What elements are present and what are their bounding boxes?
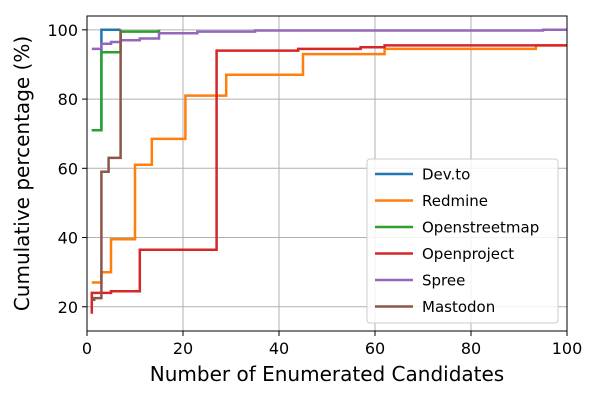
x-tick-label: 0	[82, 339, 92, 358]
series-line-openproject	[90, 44, 567, 314]
legend-label-spree: Spree	[422, 272, 465, 290]
legend-label-openstreetmap: Openstreetmap	[422, 219, 539, 237]
x-tick-label: 40	[269, 339, 289, 358]
legend-box	[366, 158, 559, 324]
x-tick-label: 100	[552, 339, 583, 358]
x-tick-label: 80	[461, 339, 481, 358]
y-tick-label: 80	[58, 90, 78, 109]
legend-label-openproject: Openproject	[422, 245, 514, 263]
plot-frame	[86, 15, 568, 332]
x-axis-label: Number of Enumerated Candidates	[150, 362, 504, 386]
x-tick-label: 20	[173, 339, 193, 358]
series-layer	[90, 28, 567, 314]
x-tick-label: 60	[365, 339, 385, 358]
y-tick-label: 100	[47, 21, 78, 40]
legend-label-mastodon: Mastodon	[422, 298, 495, 316]
y-tick-label: 20	[58, 298, 78, 317]
y-axis-label: Cumulative percentage (%)	[10, 36, 34, 311]
legend-label-dev-to: Dev.to	[422, 166, 470, 184]
legend: Dev.to Redmine Openstreetmap Openproject Spr…	[366, 158, 559, 324]
y-tick-label: 40	[58, 229, 78, 248]
legend-label-redmine: Redmine	[422, 192, 488, 210]
series-line-mastodon	[91, 29, 122, 302]
series-line-redmine	[91, 44, 567, 284]
series-line-spree	[91, 28, 567, 51]
y-tick-label: 60	[58, 159, 78, 178]
ticks: 0 20 40 60 80 100 20 40 60 80 100	[47, 21, 582, 358]
